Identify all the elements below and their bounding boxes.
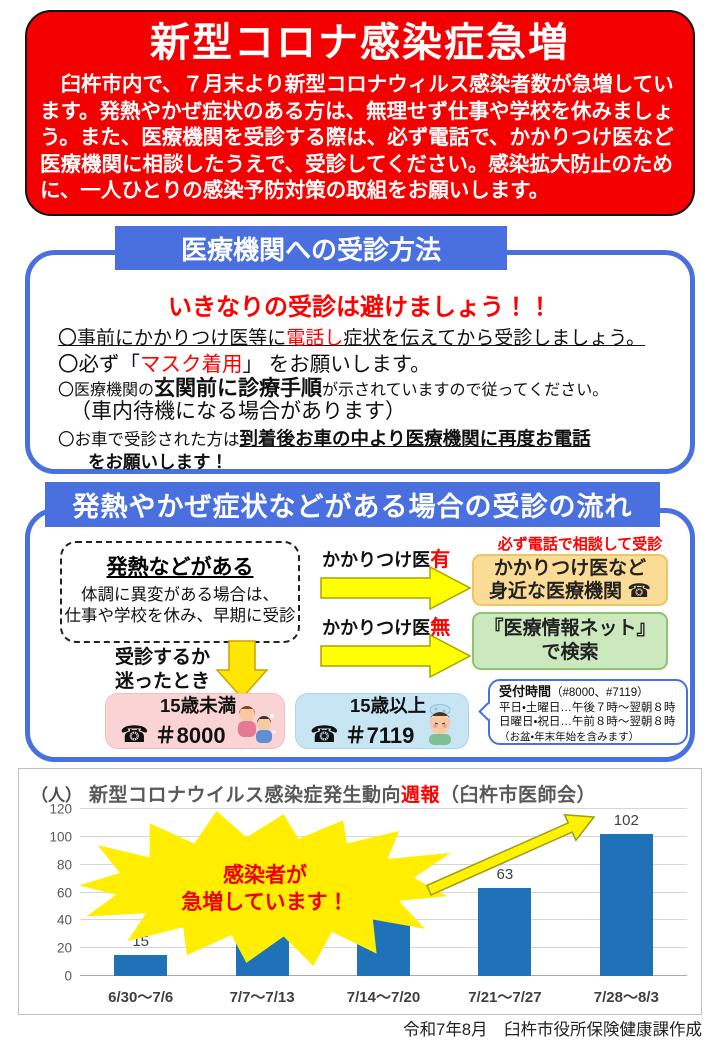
section1-box: いきなりの受診は避けましょう！！ 〇事前にかかりつけ医等に電話し症状を伝えてから… [25,250,695,474]
hours-bubble: 受付時間（#8000、#7119） 平日・土曜日…午後７時～翌朝８時 日曜日・祝… [478,679,688,745]
phone-icon: ☎ [627,581,651,602]
call-first-note: 必ず電話で相談して受診 [497,536,663,553]
parent-child-illustration [238,706,276,743]
y-tick-label: 60 [56,885,72,900]
footer-credit: 令和7年8月 臼杵市役所保険健康課作成 [403,1021,702,1039]
y-tick-label: 40 [56,912,72,928]
bar [599,834,653,976]
label-has-doctor: かかりつけ医有 [322,549,451,571]
x-tick-label: 7/14～7/20 [346,989,421,1006]
section2-box: 発熱などがある 体調に異変がある場合は、 仕事や学校を休み、早期に受診 かかりつ… [25,508,695,762]
bar [114,955,168,976]
phone-icon: ☎ [120,720,149,747]
bullet-call-first: 〇事前にかかりつけ医等に電話し症状を伝えてから受診しましょう。 [58,328,646,349]
bullet-call-again: 〇お車で受診された方は到着後お車の中より医療機関に再度お電話 [58,428,591,449]
bullet-wait-in-car: （車内待機になる場合があります） [70,400,406,423]
right-arrow-icon [320,565,472,611]
y-tick-label: 80 [56,857,72,873]
y-tick-label: 120 [49,801,72,817]
y-tick-label: 0 [64,968,72,984]
section1-header-label: 医療機関への受診方法 [180,234,441,265]
bar-value-label: 63 [496,866,514,884]
x-tick-label: 7/21～7/27 [468,989,542,1006]
clinic-box: かかりつけ医など 身近な医療機関 ☎ [472,554,668,606]
alert-title: 新型コロナ感染症急増 [150,21,570,65]
y-tick-label: 20 [56,940,72,956]
section2-header-label: 発熱やかぜ症状などがある場合の受診の流れ [72,492,633,522]
alert-body: 臼杵市内で、７月末より新型コロナウィルス感染者数が急増しています。発熱やかぜ症状… [40,73,674,202]
chart-title: 新型コロナウイルス感染症発生動向週報（臼杵市医師会） [89,785,597,806]
trend-arrow-icon [426,813,596,896]
bullet-call-again-cont: をお願いします！ [88,452,228,472]
bar [478,888,532,976]
hesitate-label: 受診するか 迷ったとき [114,647,210,692]
chart-panel: （人） 新型コロナウイルス感染症発生動向週報（臼杵市医師会） 0 20 40 60 80… [18,768,702,1015]
bullet-entrance: 〇医療機関の玄関前に診療手順が示されていますので従ってください。 [58,377,609,400]
y-tick-label: 100 [49,829,72,845]
bubble-tail [478,702,497,721]
label-no-doctor: かかりつけ医無 [322,617,451,639]
bar-value-label: 102 [613,812,639,830]
x-tick-label: 7/7～7/13 [229,989,295,1006]
fever-box: 発熱などがある 体調に異変がある場合は、 仕事や学校を休み、早期に受診 [60,541,300,643]
down-arrow-icon [215,640,269,700]
over15-box: 15歳以上 ☎ ＃7119 [295,693,469,749]
y-axis-unit: （人） [31,786,82,805]
bullet-mask: 〇必ず「マスク着用」 をお願いします。 [58,353,431,376]
medical-net-box: 『医療情報ネット』 で検索 [472,612,668,670]
x-tick-label: 6/30～7/6 [108,989,174,1006]
gridline [80,808,687,809]
fever-title: 発熱などがある [106,556,254,579]
alert-banner: 新型コロナ感染症急増 臼杵市内で、７月末より新型コロナウィルス感染者数が急増して… [25,10,695,216]
section2-header: 発熱やかぜ症状などがある場合の受診の流れ [45,482,660,527]
right-arrow-icon [320,633,472,679]
sick-person-illustration [429,704,451,745]
under15-box: 15歳未満 ☎ ＃8000 [105,693,285,749]
x-tick-label: 7/28～8/3 [593,989,659,1006]
warning-heading: いきなりの受診は避けましょう！！ [168,294,552,321]
phone-icon: ☎ [310,720,339,747]
section1-header: 医療機関への受診方法 [115,226,507,270]
